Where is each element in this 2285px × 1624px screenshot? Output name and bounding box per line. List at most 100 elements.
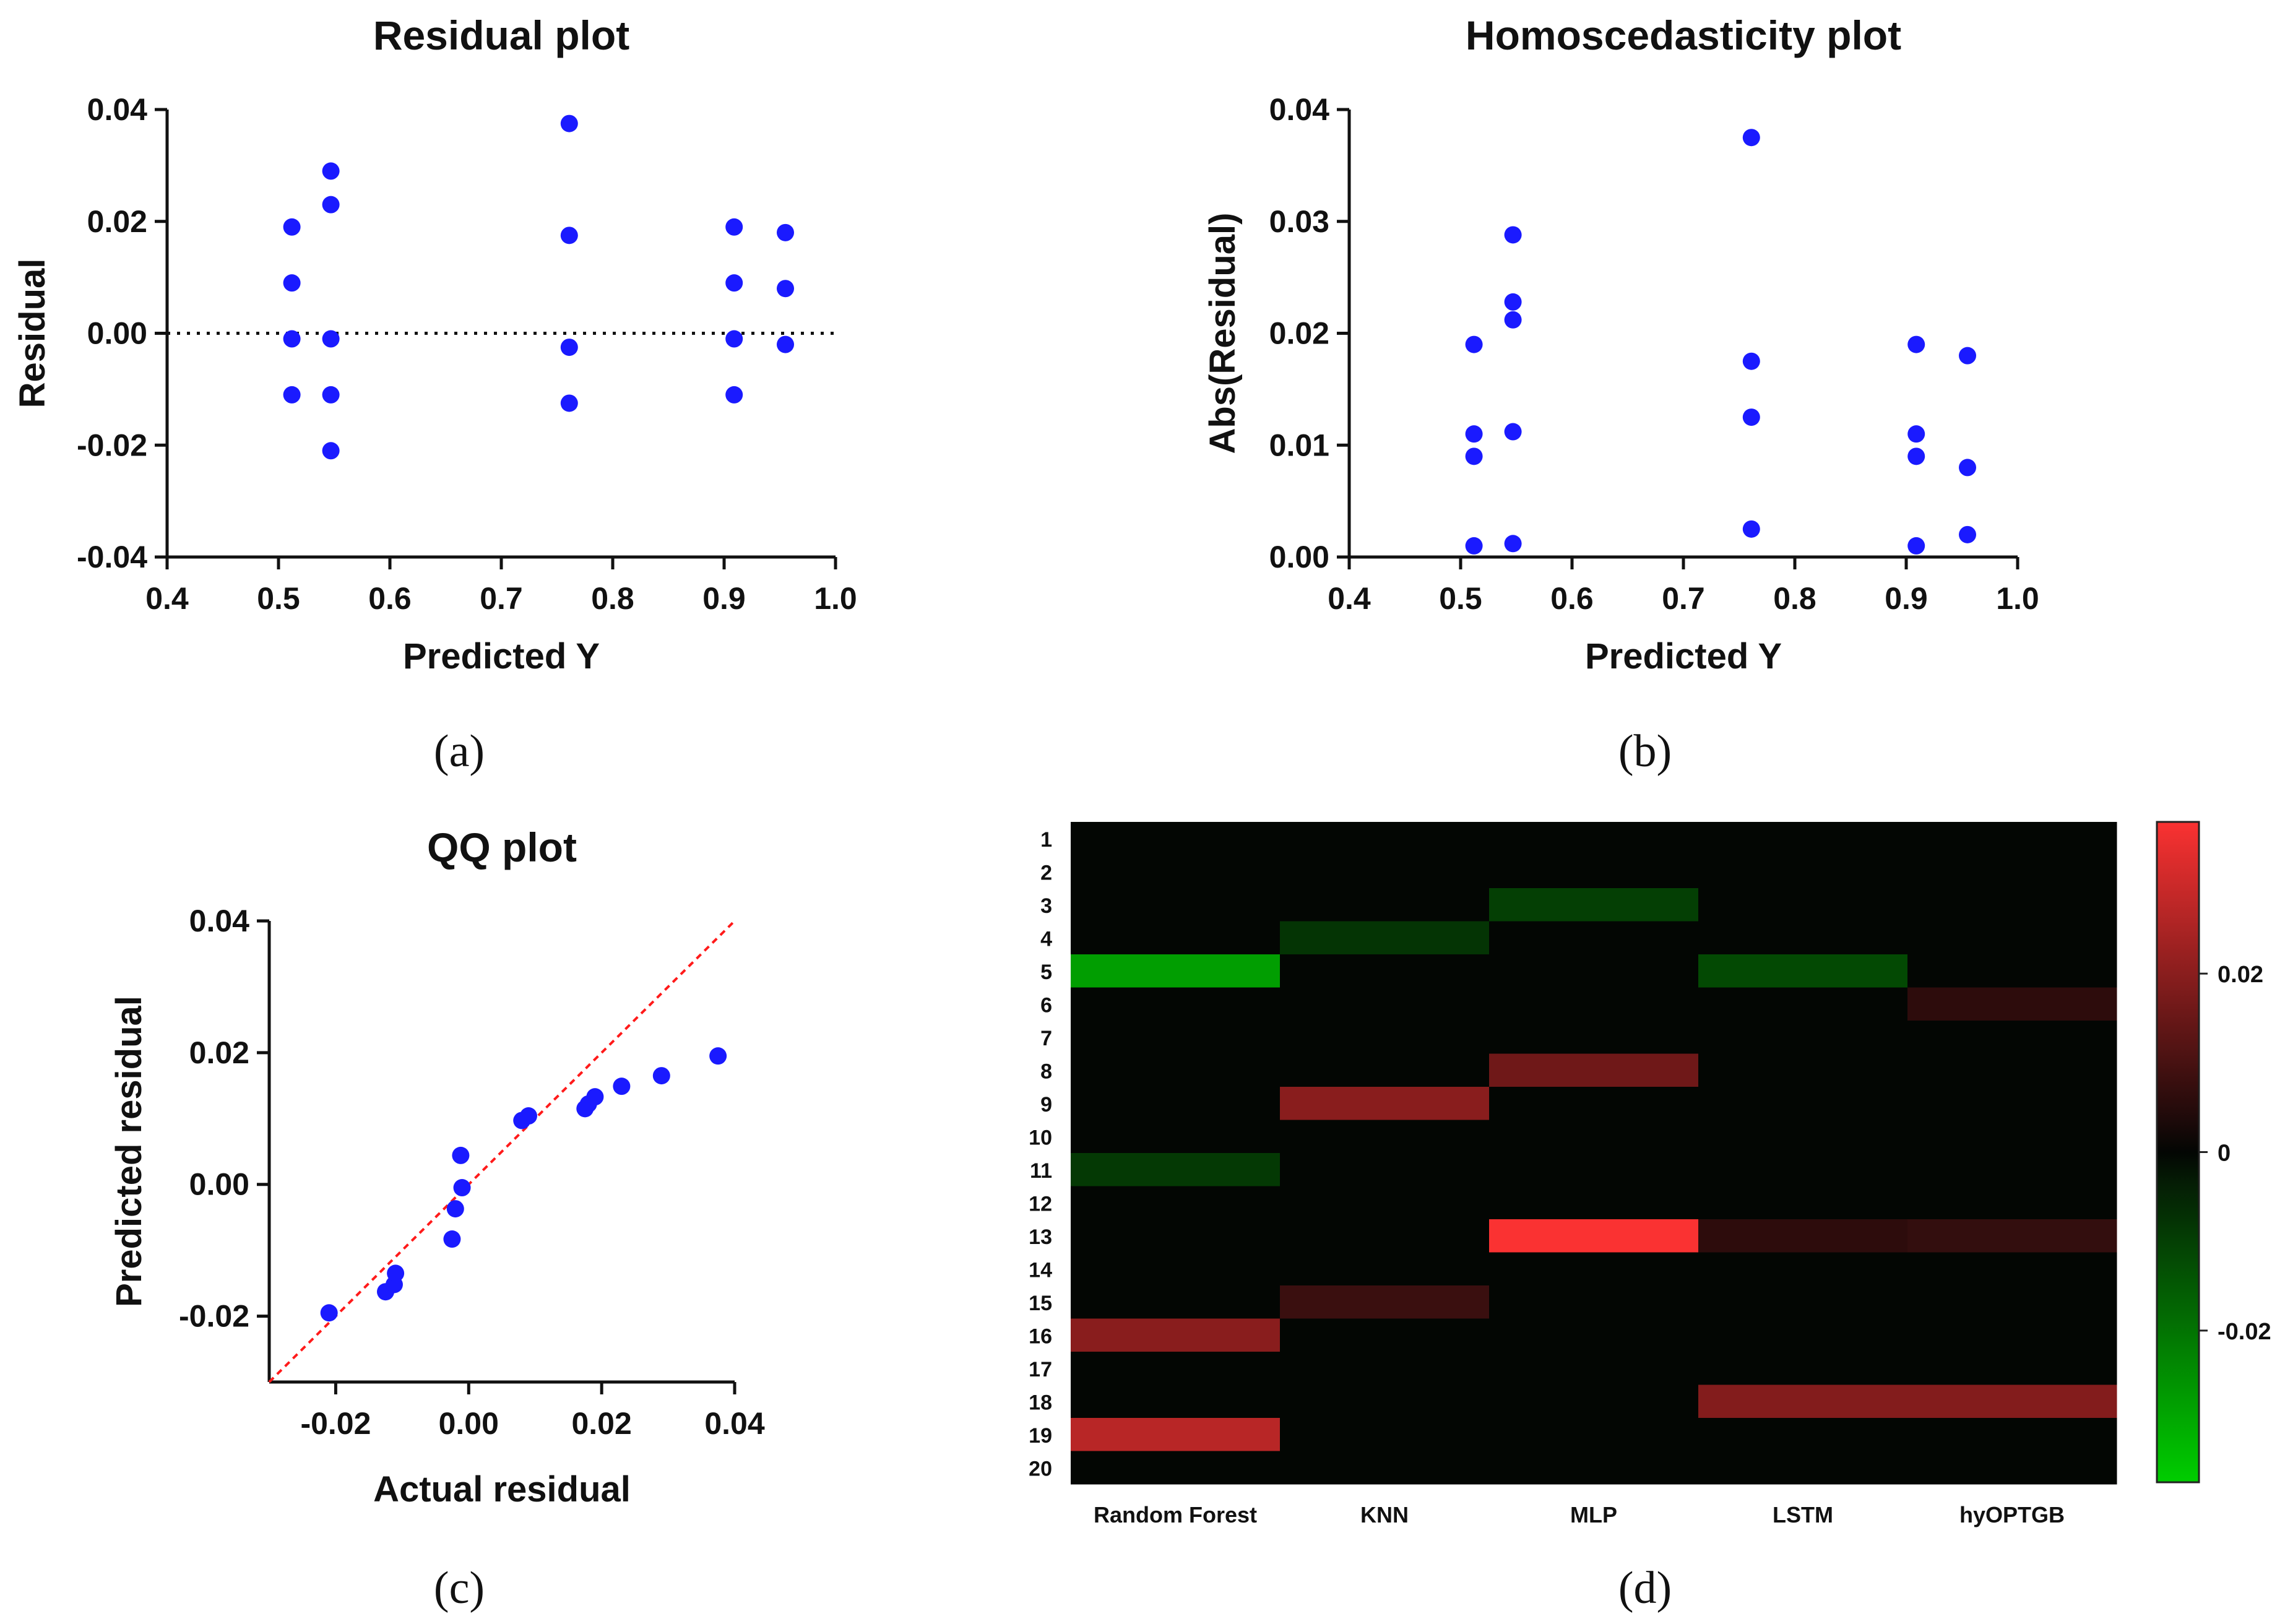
- x-tick-label: 0.9: [1885, 581, 1928, 616]
- data-point: [1504, 311, 1522, 329]
- heatmap-cell: [1071, 1186, 1281, 1220]
- chart-title: Residual plot: [373, 12, 629, 58]
- heatmap-cell: [1071, 1451, 1281, 1485]
- heatmap-cell: [1489, 1384, 1699, 1419]
- data-point: [1465, 537, 1483, 555]
- heatmap-cell: [1071, 1318, 1281, 1352]
- heatmap-cell: [1907, 1153, 2117, 1186]
- x-tick-label: 0.8: [1773, 581, 1816, 616]
- y-tick-label: 0.03: [1269, 204, 1329, 239]
- heatmap-cell: [1698, 921, 1908, 955]
- y-tick-label: 0.02: [1269, 316, 1329, 351]
- heatmap-cell: [1907, 1318, 2117, 1352]
- heatmap-cell: [1489, 1352, 1699, 1385]
- row-label: 5: [1040, 961, 1052, 984]
- y-tick-label: -0.02: [77, 428, 147, 462]
- data-point: [1504, 293, 1522, 311]
- heatmap-cell: [1907, 1418, 2117, 1451]
- data-point: [725, 330, 743, 348]
- heatmap-cell: [1907, 1384, 2117, 1419]
- data-point: [322, 386, 340, 404]
- heatmap-cell: [1280, 1352, 1490, 1385]
- heatmap-cell: [1907, 1021, 2117, 1054]
- heatmap-cell: [1698, 1087, 1908, 1120]
- heatmap-cell: [1489, 1021, 1699, 1054]
- y-tick-label: -0.04: [77, 540, 147, 574]
- heatmap-cell: [1489, 1087, 1699, 1120]
- identity-reference-line: [268, 920, 736, 1383]
- heatmap-cell: [1698, 822, 1908, 855]
- x-tick-label: -0.02: [300, 1406, 371, 1441]
- heatmap-cell: [1907, 921, 2117, 955]
- column-label: hyOPTGB: [1959, 1502, 2065, 1527]
- y-tick-label: 0.01: [1269, 428, 1329, 462]
- panel-label-a: (a): [434, 726, 485, 777]
- data-point: [1465, 425, 1483, 443]
- heatmap-cell: [1280, 1120, 1490, 1154]
- data-point: [320, 1304, 338, 1322]
- colorbar-tick-label: -0.02: [2218, 1319, 2271, 1345]
- heatmap-cell: [1071, 1120, 1281, 1154]
- heatmap-cell: [1698, 888, 1908, 922]
- heatmap-cell: [1907, 1285, 2117, 1319]
- heatmap-cell: [1071, 1153, 1281, 1186]
- heatmap-cell: [1489, 1451, 1699, 1485]
- panel-label-c: (c): [434, 1563, 485, 1613]
- y-tick-label: 0.02: [189, 1035, 249, 1070]
- data-point: [1907, 537, 1925, 555]
- heatmap-cell: [1071, 888, 1281, 922]
- y-tick-label: 0.00: [87, 316, 147, 351]
- heatmap-cell: [1489, 822, 1699, 855]
- data-point: [560, 227, 578, 244]
- heatmap-cell: [1071, 1285, 1281, 1319]
- data-point: [1504, 423, 1522, 441]
- heatmap-cell: [1698, 855, 1908, 889]
- heatmap-cell: [1489, 1219, 1699, 1253]
- row-label: 12: [1029, 1192, 1052, 1216]
- x-axis-title: Actual residual: [373, 1469, 631, 1510]
- column-label: KNN: [1360, 1502, 1409, 1527]
- panel-label-b: (b): [1618, 726, 1672, 777]
- heatmap-cell: [1071, 855, 1281, 889]
- data-point: [1742, 129, 1760, 147]
- heatmap-cell: [1698, 1384, 1908, 1419]
- y-tick-label: 0.02: [87, 204, 147, 239]
- x-tick-label: 0.02: [571, 1406, 631, 1441]
- heatmap-cell: [1071, 1418, 1281, 1451]
- heatmap-cell: [1280, 1186, 1490, 1220]
- heatmap-cell: [1280, 1451, 1490, 1485]
- heatmap-cell: [1907, 822, 2117, 855]
- heatmap-cell: [1698, 1418, 1908, 1451]
- heatmap-cell: [1280, 1153, 1490, 1186]
- row-label: 2: [1040, 861, 1052, 884]
- data-point: [725, 218, 743, 236]
- data-point: [725, 386, 743, 404]
- heatmap-cell: [1071, 1021, 1281, 1054]
- x-tick-label: 1.0: [1996, 581, 2039, 616]
- heatmap-cell: [1489, 1153, 1699, 1186]
- heatmap-cell: [1280, 1252, 1490, 1286]
- heatmap-cell: [1489, 855, 1699, 889]
- heatmap-cell: [1698, 1451, 1908, 1485]
- heatmap-cell: [1698, 954, 1908, 988]
- row-label: 14: [1029, 1258, 1052, 1282]
- row-label: 8: [1040, 1060, 1052, 1083]
- data-point: [560, 339, 578, 356]
- x-tick-label: 0.5: [1439, 581, 1482, 616]
- row-label: 9: [1040, 1093, 1052, 1116]
- x-tick-label: 0.9: [702, 581, 746, 616]
- heatmap-cell: [1280, 1087, 1490, 1120]
- heatmap-cell: [1489, 1318, 1699, 1352]
- row-label: 11: [1030, 1159, 1052, 1183]
- data-point: [1504, 226, 1522, 244]
- homoscedasticity-plot: Homoscedasticity plot 0.4 0.5 0.6 0.7 0.8 0.9 1…: [1203, 12, 2039, 676]
- heatmap-cell: [1907, 855, 2117, 889]
- row-label: 15: [1029, 1292, 1052, 1315]
- row-label: 6: [1040, 993, 1052, 1017]
- data-point: [387, 1264, 405, 1282]
- qq-plot: QQ plot -0.02 0.00 0.02 0.04 -0.02 0.00 0.02 0.0…: [109, 824, 765, 1510]
- x-tick-label: 1.0: [814, 581, 857, 616]
- heatmap-cell: [1698, 1285, 1908, 1319]
- y-axis-title: Residual: [12, 259, 53, 408]
- heatmap-cell: [1698, 1219, 1908, 1253]
